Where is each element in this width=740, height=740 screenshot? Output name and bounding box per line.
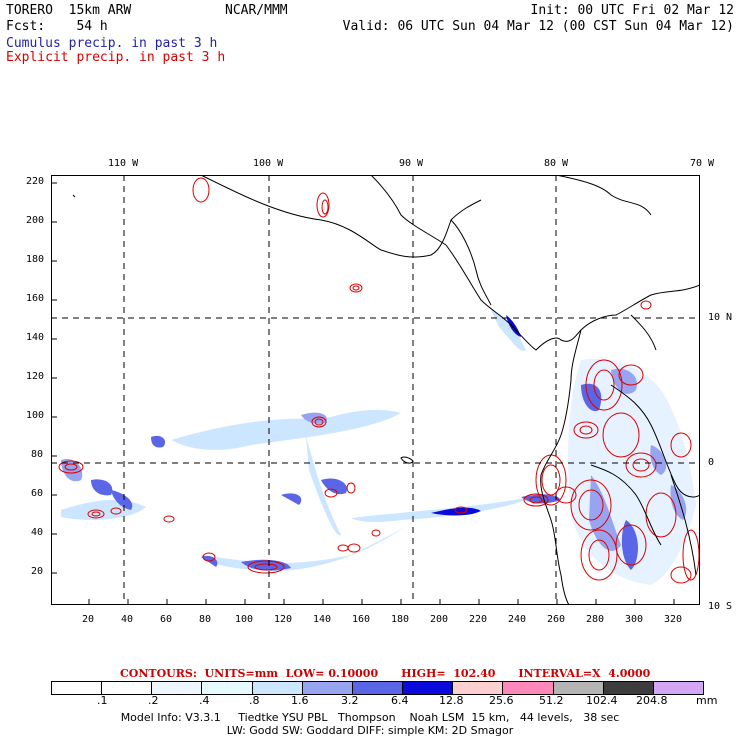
color-bar-swatch (102, 682, 153, 694)
lon-label-100w: 100 W (253, 158, 284, 169)
x-tick: 220 (469, 614, 488, 625)
model-info: Model Info: V3.3.1 Tiedtke YSU PBL Thomp… (120, 711, 620, 724)
y-tick: 220 (26, 176, 45, 187)
color-bar-swatch (302, 682, 353, 694)
init-time: Init: 00 UTC Fri 02 Mar 12 (530, 3, 735, 18)
color-bar (51, 681, 704, 695)
cbar-label: 51.2 (539, 694, 564, 707)
lon-label-110w: 110 W (108, 158, 139, 169)
y-tick: 100 (26, 410, 45, 421)
y-tick: 120 (26, 371, 45, 382)
color-bar-swatch (403, 682, 454, 694)
color-bar-swatch (352, 682, 404, 694)
cbar-label: 1.6 (291, 694, 309, 707)
lon-label-80w: 80 W (544, 158, 569, 169)
color-bar-swatch (453, 682, 504, 694)
y-tick: 180 (26, 254, 45, 265)
x-tick: 280 (586, 614, 605, 625)
org-label: NCAR/MMM (225, 3, 288, 18)
y-tick: 160 (26, 293, 45, 304)
explicit-precip-label: Explicit precip. in past 3 h (6, 50, 226, 65)
explicit-precip-contours (58, 177, 700, 584)
map-ticks (51, 182, 675, 605)
y-tick: 140 (26, 332, 45, 343)
x-tick: 40 (121, 614, 134, 625)
color-bar-swatch (603, 682, 654, 694)
x-tick: 100 (235, 614, 254, 625)
precip-map (51, 175, 700, 605)
y-tick: 80 (31, 449, 44, 460)
color-bar-swatch (553, 682, 604, 694)
y-tick: 200 (26, 215, 45, 226)
forecast-hour: Fcst: 54 h (6, 19, 108, 34)
x-tick: 20 (82, 614, 95, 625)
cbar-label: 25.6 (489, 694, 514, 707)
color-bar-swatch (52, 682, 103, 694)
cbar-label: .1 (97, 694, 108, 707)
coastlines (72, 175, 700, 605)
lon-label-90w: 90 W (399, 158, 424, 169)
x-tick: 160 (352, 614, 371, 625)
color-bar-swatch (152, 682, 203, 694)
y-tick: 60 (31, 488, 44, 499)
lon-label-70w: 70 W (690, 158, 715, 169)
x-tick: 200 (430, 614, 449, 625)
lat-label-10s: 10 S (708, 601, 733, 612)
color-bar-swatch (202, 682, 253, 694)
latlon-grid (51, 175, 700, 605)
x-tick: 140 (313, 614, 332, 625)
color-bar-swatch (252, 682, 303, 694)
y-tick: 40 (31, 527, 44, 538)
y-tick: 20 (31, 566, 44, 577)
cbar-label: 204.8 (636, 694, 668, 707)
cbar-label: .4 (199, 694, 210, 707)
x-tick: 300 (625, 614, 644, 625)
color-bar-swatch (503, 682, 554, 694)
cbar-label: 3.2 (341, 694, 359, 707)
lat-label-eq: 0 (708, 457, 715, 468)
model-title: TORERO 15km ARW (6, 3, 132, 18)
x-tick: 60 (160, 614, 173, 625)
x-tick: 180 (391, 614, 410, 625)
cbar-label: .8 (249, 694, 260, 707)
valid-time: Valid: 06 UTC Sun 04 Mar 12 (00 CST Sun … (342, 19, 734, 34)
lat-label-10n: 10 N (708, 312, 733, 323)
cumulus-precip-label: Cumulus precip. in past 3 h (6, 36, 218, 51)
x-tick: 120 (274, 614, 293, 625)
cbar-label: 6.4 (391, 694, 409, 707)
x-tick: 320 (664, 614, 683, 625)
color-bar-swatch (653, 682, 704, 694)
cbar-label: 12.8 (439, 694, 464, 707)
x-tick: 240 (508, 614, 527, 625)
x-tick: 260 (547, 614, 566, 625)
contours-info: CONTOURS: UNITS=mm LOW= 0.10000 HIGH= 10… (120, 667, 651, 680)
cbar-unit: mm (696, 694, 718, 707)
cbar-label: 102.4 (586, 694, 618, 707)
cbar-label: .2 (148, 694, 159, 707)
x-tick: 80 (199, 614, 212, 625)
physics-info: LW: Godd SW: Goddard DIFF: simple KM: 2D… (226, 724, 514, 737)
